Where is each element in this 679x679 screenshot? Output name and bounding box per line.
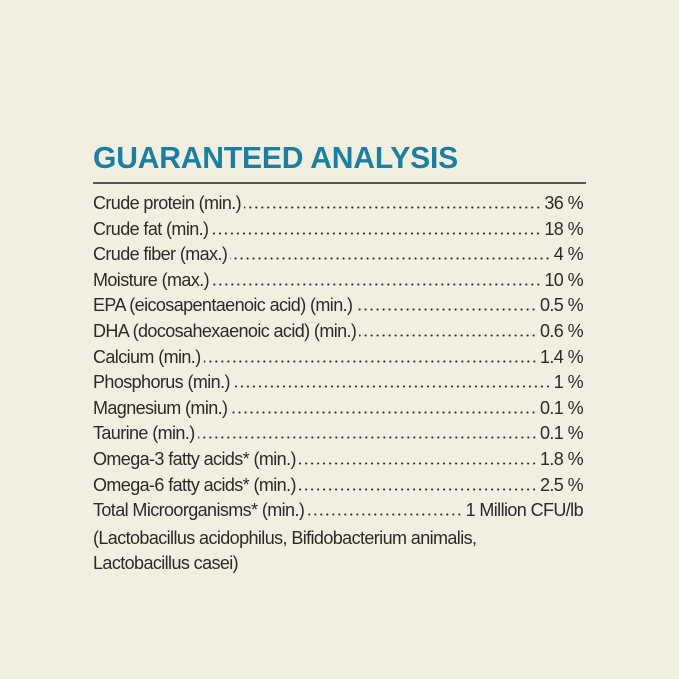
section-title: GUARANTEED ANALYSIS xyxy=(93,140,459,175)
nutrient-value: 4 % xyxy=(553,244,584,265)
nutrient-label: Crude fiber (max.) xyxy=(93,244,228,265)
analysis-row: EPA (eicosapentaenoic acid) (min.) 0.5 % xyxy=(93,295,584,321)
nutrient-label: Crude protein (min.) xyxy=(93,193,242,213)
analysis-row: Crude fat (min.) 18 % xyxy=(93,218,584,245)
analysis-row: Omega-3 fatty acids* (min.) 1.8 % xyxy=(93,448,584,475)
nutrient-value: 10 % xyxy=(544,269,583,290)
dot-leader xyxy=(298,461,537,465)
dot-leader xyxy=(298,487,537,491)
nutrient-value: 36 % xyxy=(544,193,583,213)
nutrient-value: 1.4 % xyxy=(539,346,584,367)
nutrient-label: Total Microorganisms* (min.) xyxy=(93,500,305,521)
analysis-row: Moisture (max.) 10 % xyxy=(93,269,584,296)
microorganisms-note-line1: (Lactobacillus acidophilus, Bifidobacter… xyxy=(93,527,477,548)
dot-leader xyxy=(359,333,537,337)
nutrient-value: 0.6 % xyxy=(539,320,584,341)
dot-leader xyxy=(232,385,551,389)
nutrient-label: Crude fat (min.) xyxy=(93,218,209,239)
dot-leader xyxy=(307,513,463,517)
nutrient-label: Magnesium (min.) xyxy=(93,397,228,418)
analysis-row: Taurine (min.) 0.1 % xyxy=(93,423,584,449)
analysis-row: Phosphorus (min.) 1 % xyxy=(93,372,584,398)
analysis-row: DHA (docosahexaenoic acid) (min.) 0.6 % xyxy=(93,320,584,347)
nutrient-label: Taurine (min.) xyxy=(93,423,195,444)
nutrient-label: Calcium (min.) xyxy=(93,346,201,367)
nutrient-label: EPA (eicosapentaenoic acid) (min.) xyxy=(93,295,353,316)
analysis-row: Calcium (min.) 1.4 % xyxy=(93,346,584,373)
analysis-row: Omega-6 fatty acids* (min.) 2.5 % xyxy=(93,474,584,501)
nutrient-value: 1 % xyxy=(553,372,584,393)
dot-leader xyxy=(211,231,542,235)
nutrient-value: 2.5 % xyxy=(539,474,584,495)
analysis-row: Crude fiber (max.) 4 % xyxy=(93,244,584,270)
analysis-row: Crude protein (min.) 36 % xyxy=(93,193,584,219)
nutrient-value: 1 Million CFU/lb xyxy=(465,500,584,521)
dot-leader xyxy=(244,206,542,209)
microorganisms-note-line2: Lactobacillus casei) xyxy=(93,553,239,574)
dot-leader xyxy=(230,257,551,261)
nutrient-value: 0.1 % xyxy=(539,423,584,444)
nutrient-label: Moisture (max.) xyxy=(93,269,210,290)
nutrient-label: Omega-6 fatty acids* (min.) xyxy=(93,474,296,495)
nutrient-value: 18 % xyxy=(544,218,583,239)
nutrient-label: DHA (docosahexaenoic acid) (min.) xyxy=(93,320,357,341)
analysis-row: Magnesium (min.) 0.1 % xyxy=(93,397,584,424)
divider xyxy=(93,182,586,184)
dot-leader xyxy=(212,282,542,286)
nutrient-value: 0.5 % xyxy=(539,295,584,316)
dot-leader xyxy=(203,359,537,363)
nutrient-value: 0.1 % xyxy=(539,397,584,418)
dot-leader xyxy=(197,436,537,440)
nutrient-label: Phosphorus (min.) xyxy=(93,372,230,393)
nutrient-value: 1.8 % xyxy=(539,448,584,469)
analysis-table: Crude protein (min.) 36 % Crude fat (min.)… xyxy=(93,193,584,577)
nutrient-label: Omega-3 fatty acids* (min.) xyxy=(93,448,296,469)
dot-leader xyxy=(230,410,537,414)
analysis-row: Total Microorganisms* (min.) 1 Million CF… xyxy=(93,500,584,526)
dot-leader xyxy=(355,308,537,312)
